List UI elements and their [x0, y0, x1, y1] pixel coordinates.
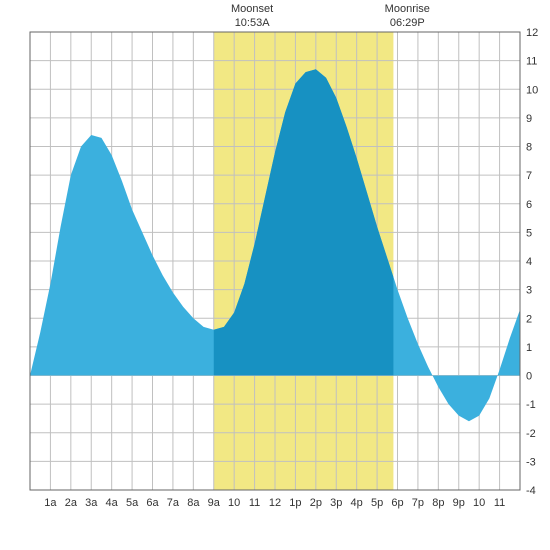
x-tick-label: 1a: [44, 497, 57, 509]
x-tick-label: 5p: [371, 497, 383, 509]
y-tick-label: 3: [526, 285, 532, 297]
y-tick-label: 1: [526, 342, 532, 354]
x-tick-label: 5a: [126, 497, 139, 509]
moonrise-annotation: Moonrise 06:29P: [377, 2, 437, 31]
x-tick-label: 10: [228, 497, 240, 509]
tide-chart: Moonset 10:53A Moonrise 06:29P -4-3-2-10…: [0, 0, 550, 550]
x-tick-label: 6p: [391, 497, 403, 509]
x-tick-label: 12: [269, 497, 281, 509]
y-tick-label: 10: [526, 84, 538, 96]
moonrise-time: 06:29P: [377, 16, 437, 30]
moonset-label: Moonset: [222, 2, 282, 16]
x-tick-label: 8a: [187, 497, 200, 509]
x-tick-label: 9a: [208, 497, 221, 509]
y-tick-label: 12: [526, 27, 538, 39]
y-tick-label: -1: [526, 399, 536, 411]
y-tick-label: -2: [526, 428, 536, 440]
moonset-time: 10:53A: [222, 16, 282, 30]
x-tick-label: 1p: [289, 497, 301, 509]
x-tick-label: 7a: [167, 497, 180, 509]
y-tick-label: 0: [526, 371, 532, 383]
x-tick-label: 3p: [330, 497, 342, 509]
x-tick-label: 10: [473, 497, 485, 509]
x-tick-label: 11: [494, 497, 505, 509]
y-tick-label: 8: [526, 142, 532, 154]
y-tick-label: 11: [526, 56, 537, 68]
y-tick-label: -3: [526, 456, 536, 468]
x-tick-label: 7p: [412, 497, 424, 509]
moonrise-label: Moonrise: [377, 2, 437, 16]
x-tick-label: 3a: [85, 497, 98, 509]
y-tick-label: 9: [526, 113, 532, 125]
x-tick-label: 9p: [453, 497, 465, 509]
x-tick-label: 6a: [146, 497, 159, 509]
chart-svg: -4-3-2-101234567891011121a2a3a4a5a6a7a8a…: [0, 0, 550, 550]
x-tick-label: 8p: [432, 497, 444, 509]
x-tick-label: 4a: [106, 497, 119, 509]
y-tick-label: 4: [526, 256, 532, 268]
x-tick-label: 11: [249, 497, 260, 509]
y-tick-label: 6: [526, 199, 532, 211]
y-tick-label: 7: [526, 170, 532, 182]
y-tick-label: 5: [526, 227, 532, 239]
moonset-annotation: Moonset 10:53A: [222, 2, 282, 31]
x-tick-label: 2a: [65, 497, 78, 509]
y-tick-label: -4: [526, 485, 536, 497]
x-tick-label: 4p: [351, 497, 363, 509]
x-tick-label: 2p: [310, 497, 322, 509]
y-tick-label: 2: [526, 313, 532, 325]
